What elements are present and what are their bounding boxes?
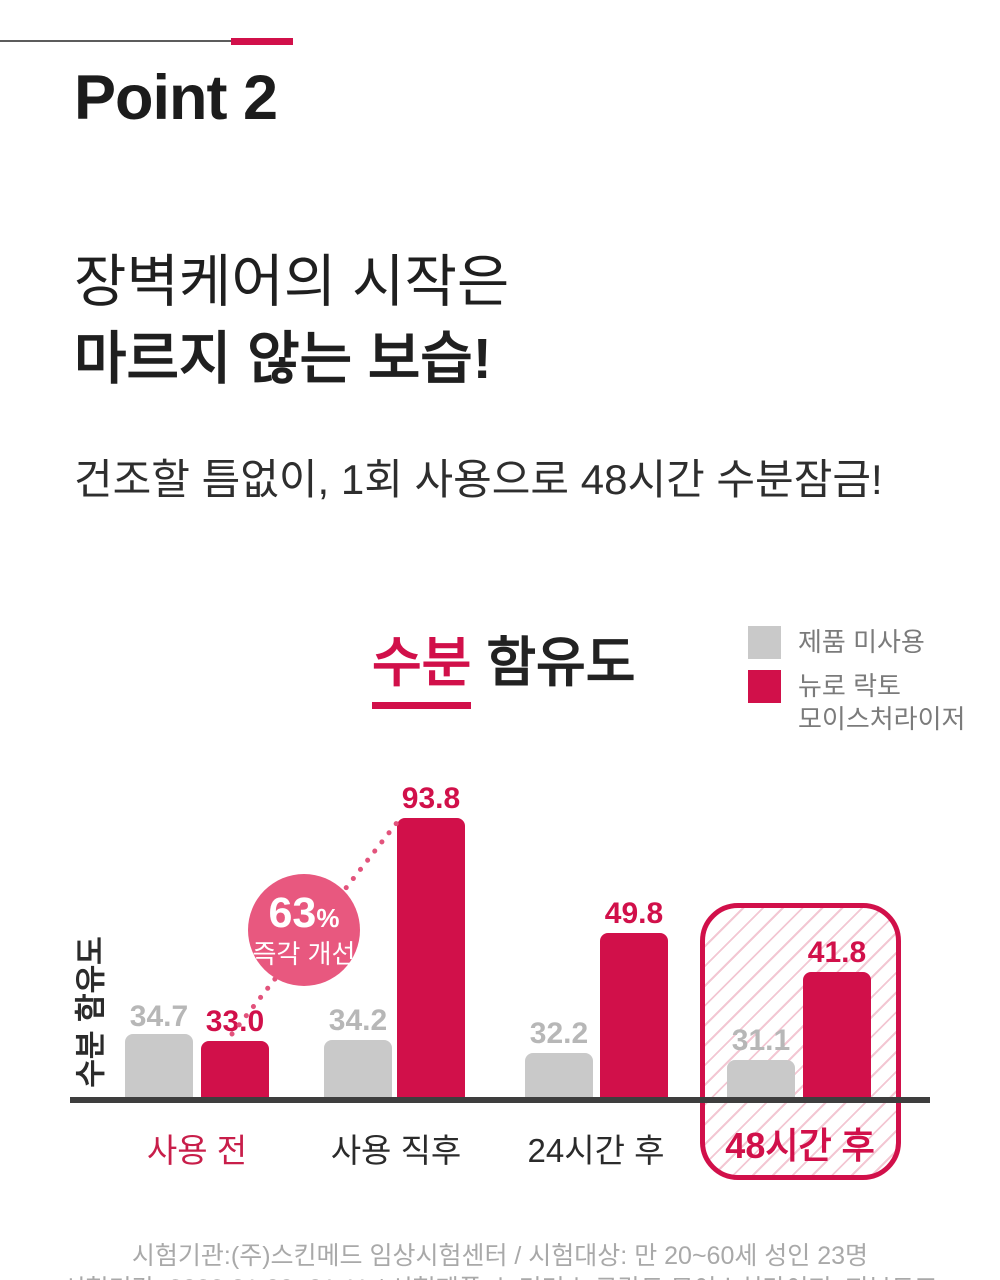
value-label-red-48h: 41.8 bbox=[807, 936, 867, 969]
top-rule-line bbox=[0, 40, 231, 42]
legend-label-product: 뉴로 락토 모이스처라이저 bbox=[798, 671, 966, 734]
top-rule-accent bbox=[231, 38, 293, 45]
y-axis-label: 수분 함유도 bbox=[73, 936, 109, 1088]
bar-red-48h bbox=[803, 972, 871, 1097]
improvement-badge-number: 63% bbox=[268, 888, 340, 937]
headline-line2: 마르지 않는 보습! bbox=[74, 327, 492, 391]
category-label-24h: 24시간 후 bbox=[527, 1132, 665, 1169]
bar-red-rightafter bbox=[397, 818, 465, 1097]
value-label-red-24h: 49.8 bbox=[604, 897, 664, 930]
bar-gray-24h bbox=[525, 1053, 593, 1097]
legend-swatch-gray bbox=[748, 626, 781, 659]
chart-title: 수분 함유도 bbox=[372, 618, 636, 709]
x-axis-line bbox=[70, 1097, 930, 1103]
bar-gray-rightafter bbox=[324, 1040, 392, 1097]
category-label-before: 사용 전 bbox=[146, 1132, 248, 1169]
legend-item-untreated: 제품 미사용 bbox=[748, 626, 965, 659]
section-kicker: Point 2 bbox=[74, 63, 278, 133]
legend-item-product: 뉴로 락토 모이스처라이저 bbox=[748, 670, 965, 736]
headline: 장벽케어의 시작은 마르지 않는 보습! bbox=[74, 244, 509, 398]
legend-swatch-red bbox=[748, 670, 781, 703]
legend-label-untreated: 제품 미사용 bbox=[798, 627, 925, 657]
headline-line1: 장벽케어의 시작은 bbox=[74, 250, 510, 314]
value-label-gray-48h: 31.1 bbox=[731, 1024, 791, 1057]
dotted-connector-line bbox=[229, 817, 402, 1037]
percent-sign: % bbox=[316, 902, 340, 933]
subtitle: 건조할 틈없이, 1회 사용으로 48시간 수분잠금! bbox=[74, 456, 883, 503]
category-label-rightafter: 사용 직후 bbox=[330, 1132, 462, 1169]
bar-gray-before bbox=[125, 1034, 193, 1097]
value-label-red-before: 33.0 bbox=[205, 1005, 265, 1038]
value-label-red-rightafter: 93.8 bbox=[401, 782, 461, 815]
chart-title-rest: 함유도 bbox=[471, 633, 636, 693]
bar-red-24h bbox=[600, 933, 668, 1097]
chart-title-highlight: 수분 bbox=[372, 633, 472, 709]
footer-test-info-line2: 시험기간: 2022.01.09~01.11 / 시험제품: 누리더 뉴로락토 … bbox=[0, 1269, 1000, 1280]
footer-test-info-line1: 시험기관:(주)스킨메드 임상시험센터 / 시험대상: 만 20~60세 성인 … bbox=[131, 1242, 869, 1270]
category-label-48h: 48시간 후 bbox=[725, 1125, 875, 1166]
value-label-gray-before: 34.7 bbox=[129, 1000, 189, 1033]
bar-gray-48h bbox=[727, 1060, 795, 1097]
improvement-badge-caption: 즉각 개선 bbox=[252, 938, 356, 969]
bar-red-before bbox=[201, 1041, 269, 1097]
improvement-badge: 63% 즉각 개선 bbox=[248, 874, 360, 986]
value-label-gray-rightafter: 34.2 bbox=[328, 1004, 388, 1037]
chart-legend: 제품 미사용 뉴로 락토 모이스처라이저 bbox=[748, 626, 965, 736]
value-label-gray-24h: 32.2 bbox=[529, 1017, 589, 1050]
